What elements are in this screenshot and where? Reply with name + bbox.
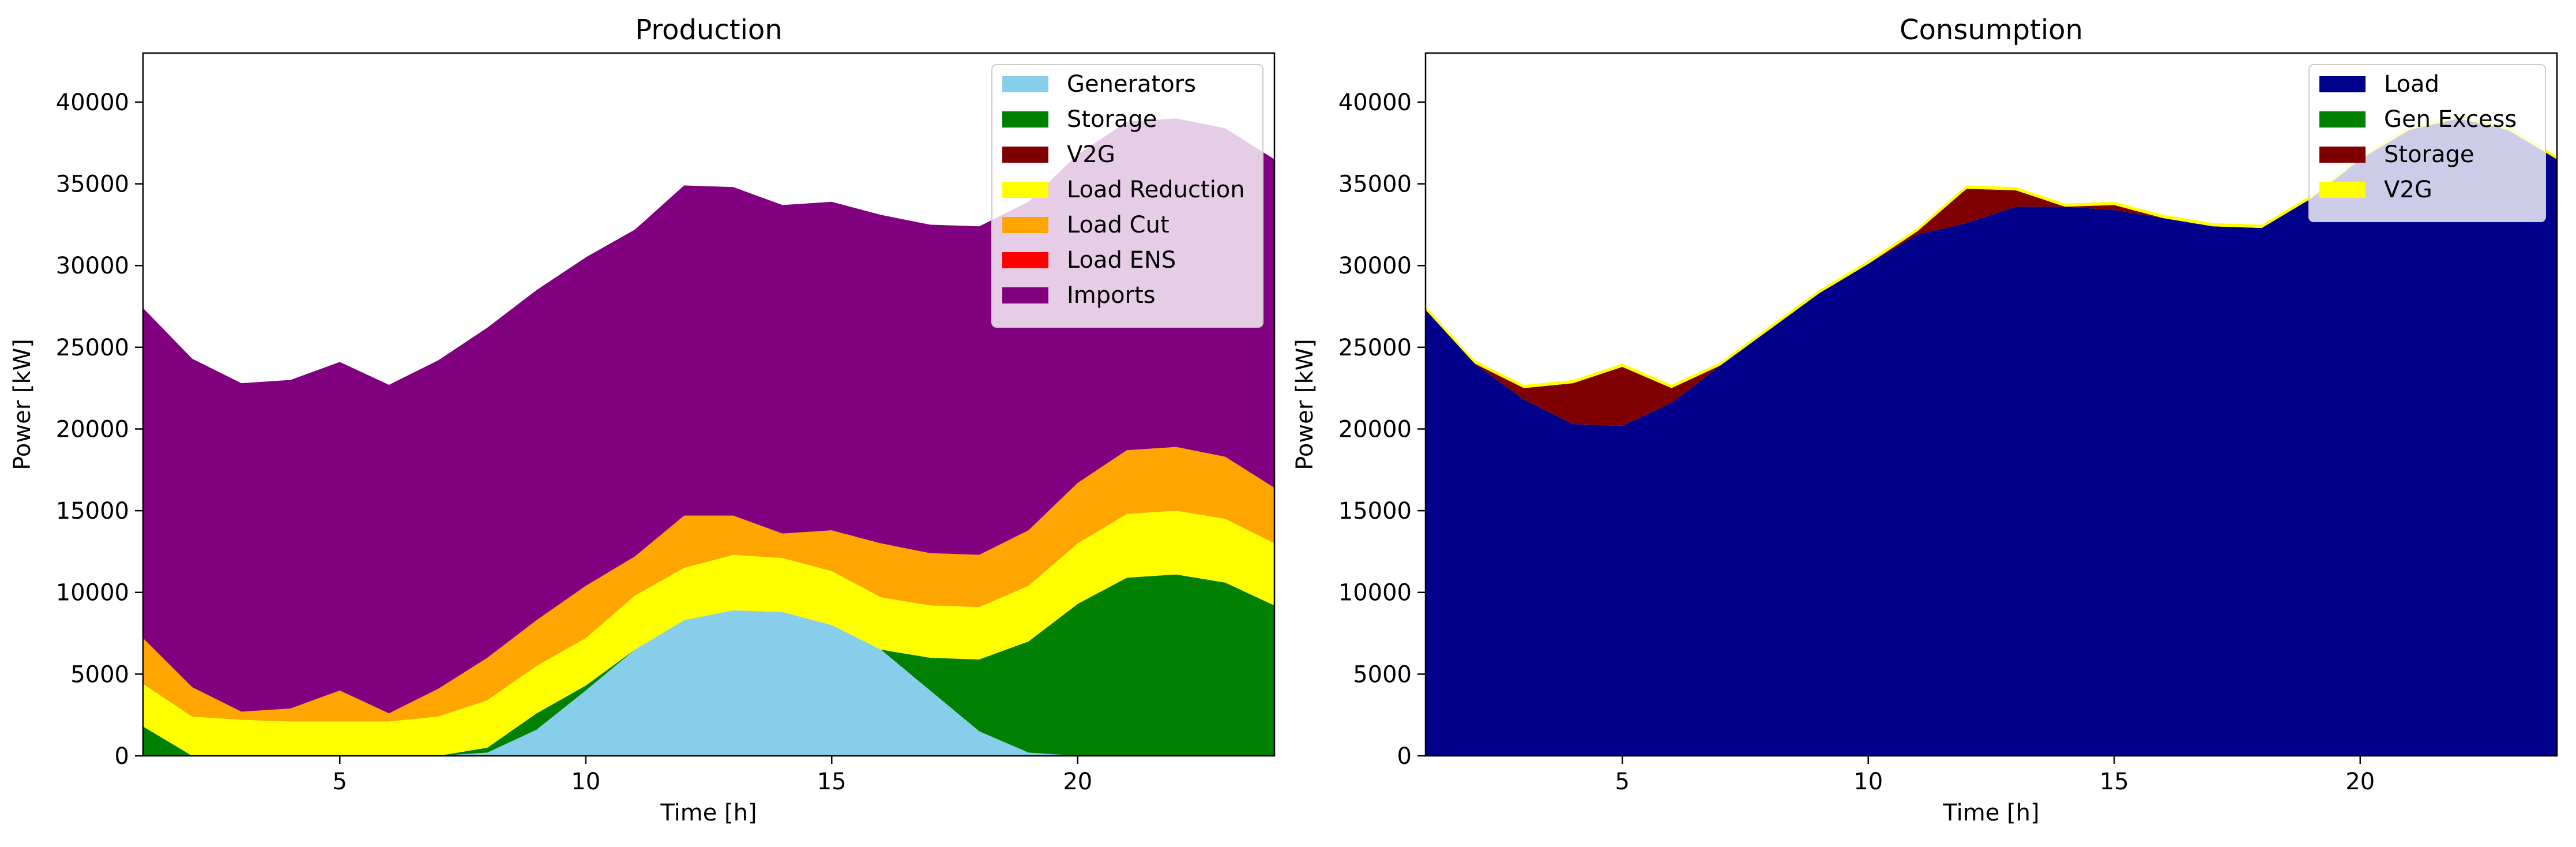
- y-tick-label: 25000: [1338, 335, 1412, 361]
- series-area-load-cut: [143, 447, 1274, 722]
- y-tick-label: 25000: [56, 335, 129, 361]
- legend-swatch-load: [2319, 76, 2366, 92]
- chart-title: Consumption: [1900, 14, 2083, 46]
- x-axis-label: Time [h]: [1942, 800, 2039, 826]
- y-tick-label: 30000: [56, 253, 129, 279]
- y-tick-label: 10000: [56, 580, 129, 606]
- x-tick-label: 10: [1853, 769, 1883, 795]
- y-tick-label: 20000: [56, 416, 129, 443]
- x-tick-label: 15: [2100, 769, 2129, 795]
- series-area-load-reduction: [143, 511, 1274, 756]
- y-tick-label: 5000: [70, 661, 129, 688]
- y-tick-label: 40000: [56, 89, 129, 116]
- series-area-storage: [143, 574, 1274, 756]
- x-tick-label: 5: [1615, 769, 1629, 795]
- y-tick-label: 0: [115, 743, 129, 770]
- axes-frame: [1424, 52, 2558, 757]
- x-tick-label: 5: [332, 769, 347, 795]
- legend-swatch-load-ens: [1002, 252, 1048, 268]
- y-tick-label: 15000: [1338, 498, 1412, 524]
- legend-swatch-storage: [1002, 111, 1048, 128]
- legend-swatch-gen-excess: [2319, 111, 2366, 128]
- legend-label-load-cut: Load Cut: [1067, 212, 1169, 238]
- legend-swatch-v2g: [1002, 147, 1048, 163]
- legend-label-storage: Storage: [2384, 141, 2475, 168]
- y-axis-label: Power [kW]: [9, 339, 36, 470]
- chart-title: Production: [635, 14, 782, 46]
- legend-label-load-ens: Load ENS: [1067, 247, 1176, 273]
- x-tick-label: 20: [1063, 769, 1092, 795]
- legend-label-load-reduction: Load Reduction: [1067, 177, 1245, 203]
- legend-swatch-imports: [1002, 287, 1048, 303]
- x-tick-label: 10: [571, 769, 600, 795]
- y-tick-label: 15000: [56, 498, 129, 524]
- x-tick-label: 20: [2345, 769, 2375, 795]
- legend-swatch-storage: [2319, 147, 2366, 163]
- y-tick-label: 40000: [1338, 89, 1412, 116]
- legend-swatch-generators: [1002, 76, 1048, 92]
- legend-swatch-load-reduction: [1002, 182, 1048, 198]
- y-tick-label: 35000: [1338, 171, 1412, 198]
- y-tick-label: 30000: [1338, 253, 1412, 279]
- legend-label-storage: Storage: [1067, 106, 1157, 133]
- legend: Load Gen Excess Storage V2G: [2308, 64, 2546, 222]
- y-tick-label: 20000: [1338, 416, 1412, 443]
- y-tick-label: 35000: [56, 171, 129, 198]
- series-area-storage: [1426, 118, 2557, 426]
- series-area-load: [1426, 118, 2557, 756]
- legend-swatch-v2g: [2319, 182, 2366, 198]
- legend-label-gen-excess: Gen Excess: [2384, 106, 2517, 133]
- legend-label-load: Load: [2384, 71, 2439, 98]
- y-tick-label: 10000: [1338, 580, 1412, 606]
- y-tick-label: 0: [1397, 743, 1412, 770]
- legend-label-v2g: V2G: [1067, 141, 1115, 168]
- x-axis-label: Time [h]: [660, 800, 757, 826]
- legend-label-imports: Imports: [1067, 282, 1156, 309]
- series-area-generators: [143, 610, 1274, 756]
- consumption-chart: Consumption 5 10 15 20 0 5000 10000 15000 20000 25…: [1292, 14, 2558, 826]
- legend-label-v2g: V2G: [2384, 177, 2432, 203]
- legend: Generators Storage V2G Load Reduction Load C…: [991, 64, 1263, 328]
- axes-frame: [142, 52, 1276, 757]
- production-chart: Production 5 10 15 20 0 5000 10000 15000 20000 250…: [9, 14, 1276, 826]
- legend-swatch-load-cut: [1002, 217, 1048, 233]
- y-axis-label: Power [kW]: [1292, 339, 1318, 470]
- x-tick-label: 15: [817, 769, 847, 795]
- legend-label-generators: Generators: [1067, 71, 1196, 98]
- plot-area: [1426, 115, 2557, 756]
- y-tick-label: 5000: [1353, 661, 1412, 688]
